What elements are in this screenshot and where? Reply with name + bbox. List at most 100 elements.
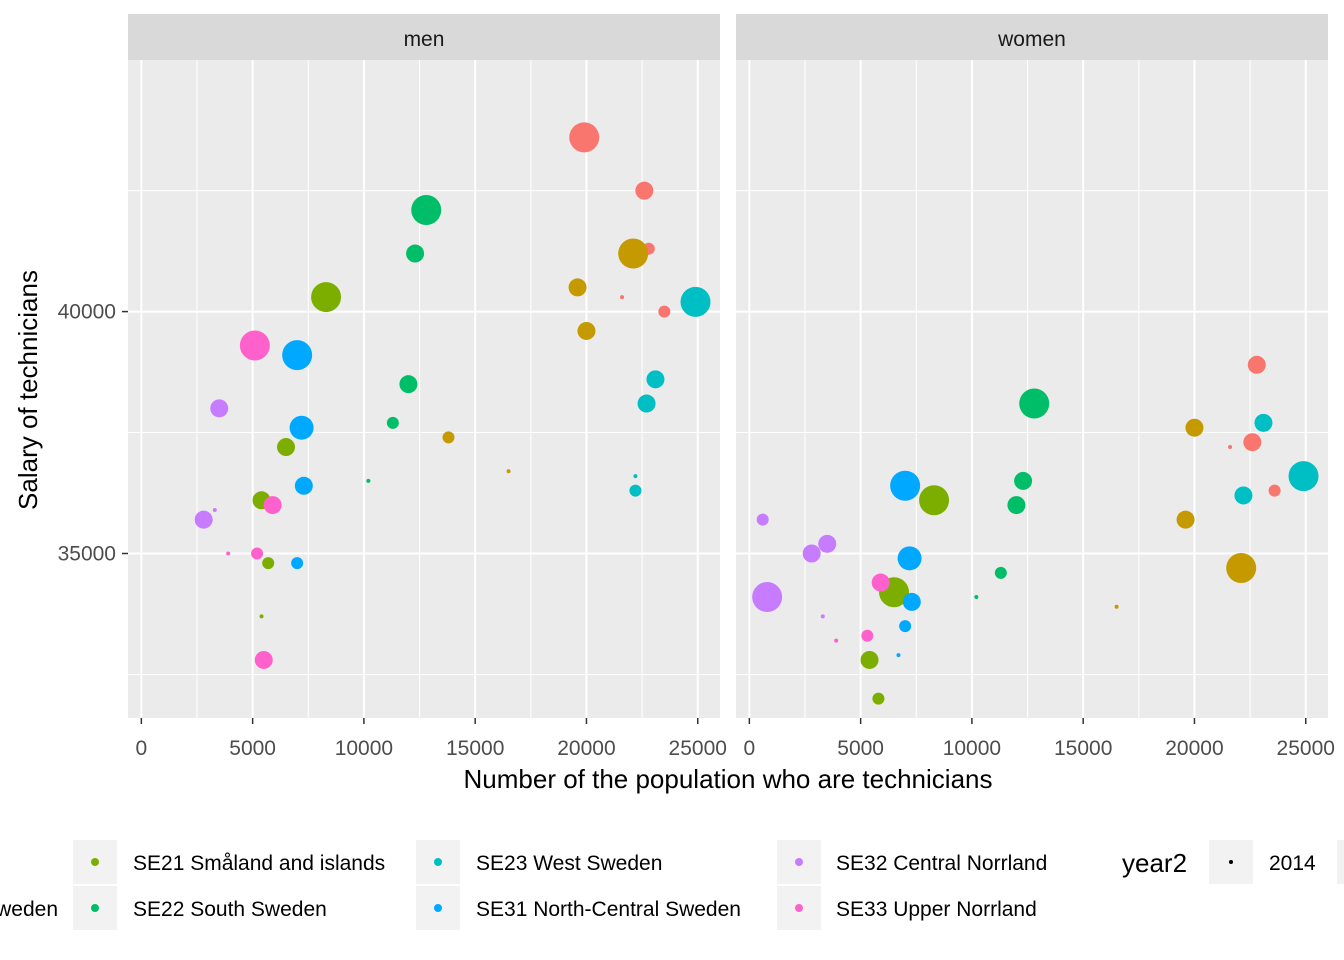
- x-tick-label: 25000: [669, 737, 727, 760]
- data-point: [919, 485, 950, 516]
- data-point: [802, 544, 821, 563]
- data-point: [1268, 484, 1281, 497]
- data-point: [902, 592, 921, 611]
- legend-label: SE33 Upper Norrland: [836, 898, 1037, 921]
- x-tick-label: 5000: [229, 737, 276, 760]
- data-point: [291, 557, 304, 570]
- data-point: [752, 582, 783, 613]
- data-point: [618, 238, 649, 269]
- x-tick-label: 15000: [446, 737, 504, 760]
- legend-label: SE21 Småland and islands: [133, 852, 385, 875]
- data-point: [620, 295, 625, 300]
- data-point: [1014, 471, 1033, 490]
- x-axis-title: Number of the population who are technic…: [464, 764, 993, 794]
- x-tick-label: 20000: [557, 737, 615, 760]
- data-point: [637, 394, 656, 413]
- data-point: [406, 244, 425, 263]
- y-tick-label: 35000: [58, 543, 116, 566]
- facet-label-men: men: [404, 28, 445, 51]
- data-point: [635, 181, 654, 200]
- data-point: [251, 547, 264, 560]
- data-point: [871, 573, 890, 592]
- data-point: [254, 650, 273, 669]
- data-point: [294, 476, 313, 495]
- data-point: [1243, 433, 1262, 452]
- data-point: [399, 375, 418, 394]
- data-point: [897, 546, 922, 571]
- data-point: [1234, 486, 1253, 505]
- data-point: [994, 566, 1007, 579]
- data-point: [1176, 510, 1195, 529]
- data-point: [646, 370, 665, 389]
- legend-label: weden: [0, 898, 58, 921]
- x-tick-label: 10000: [335, 737, 393, 760]
- data-point: [239, 330, 270, 361]
- data-point: [506, 469, 511, 474]
- data-point: [311, 282, 342, 313]
- x-tick-label: 0: [136, 737, 148, 760]
- data-point: [756, 513, 769, 526]
- x-tick-label: 0: [744, 737, 756, 760]
- legend-swatch: [91, 904, 99, 912]
- data-point: [974, 595, 979, 600]
- data-point: [1247, 355, 1266, 374]
- data-point: [899, 620, 912, 633]
- data-point: [194, 510, 213, 529]
- legend-swatch: [434, 858, 442, 866]
- x-tick-label: 25000: [1277, 737, 1335, 760]
- legend-label: SE31 North-Central Sweden: [476, 898, 741, 921]
- x-tick-label: 15000: [1054, 737, 1112, 760]
- legend-label: SE32 Central Norrland: [836, 852, 1047, 875]
- data-point: [442, 431, 455, 444]
- panel-men: [128, 60, 720, 718]
- legend-key-partial: [1337, 840, 1344, 884]
- facet-label-women: women: [997, 28, 1066, 51]
- data-point: [1288, 461, 1319, 492]
- legend-swatch: [434, 904, 442, 912]
- size-legend-label: 2014: [1269, 852, 1316, 875]
- data-point: [658, 305, 671, 318]
- data-point: [629, 484, 642, 497]
- data-point: [282, 340, 313, 371]
- legend-swatch: [795, 904, 803, 912]
- legend-swatch: [795, 858, 803, 866]
- y-axis-title: Salary of technicians: [13, 270, 43, 510]
- data-point: [366, 478, 371, 483]
- x-tick-label: 5000: [837, 737, 884, 760]
- size-legend-title: year2: [1122, 848, 1187, 878]
- data-point: [289, 415, 314, 440]
- data-point: [569, 122, 600, 153]
- y-tick-label: 40000: [58, 301, 116, 324]
- facet-strip-women: [736, 14, 1328, 60]
- data-point: [259, 614, 264, 619]
- data-point: [1228, 445, 1233, 450]
- data-point: [1254, 413, 1273, 432]
- data-point: [860, 650, 879, 669]
- data-point: [896, 653, 901, 658]
- data-point: [210, 399, 229, 418]
- data-point: [1007, 496, 1026, 515]
- x-tick-label: 20000: [1165, 737, 1223, 760]
- data-point: [226, 551, 231, 556]
- data-point: [820, 614, 825, 619]
- data-point: [1185, 418, 1204, 437]
- legend-swatch: [91, 858, 99, 866]
- x-tick-label: 10000: [943, 737, 1001, 760]
- data-point: [577, 321, 596, 340]
- data-point: [263, 496, 282, 515]
- size-legend-dot: [1229, 860, 1233, 864]
- data-point: [212, 507, 217, 512]
- data-point: [872, 692, 885, 705]
- legend-label: SE22 South Sweden: [133, 898, 327, 921]
- facet-strip-men: [128, 14, 720, 60]
- data-point: [1226, 553, 1257, 584]
- data-point: [262, 557, 275, 570]
- data-point: [1114, 604, 1119, 609]
- data-point: [568, 278, 587, 297]
- data-point: [861, 629, 874, 642]
- data-point: [633, 474, 638, 479]
- legend-label: SE23 West Sweden: [476, 852, 662, 875]
- data-point: [277, 438, 296, 457]
- data-point: [386, 416, 399, 429]
